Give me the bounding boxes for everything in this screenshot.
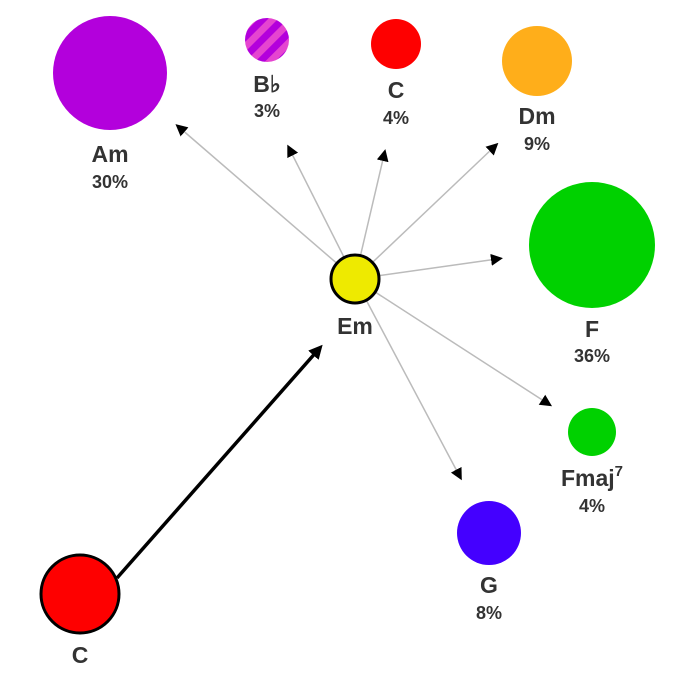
chord-probability: 36% xyxy=(574,346,610,366)
next-chord-node[interactable]: Am 30% xyxy=(53,16,167,192)
transition-arrow xyxy=(354,278,553,407)
current-chord-label: Em xyxy=(337,313,373,339)
transition-arrow xyxy=(175,124,356,280)
chord-label: Dm xyxy=(518,103,555,129)
chord-label: G xyxy=(480,572,498,598)
current-chord-node[interactable]: Em xyxy=(329,253,381,339)
chord-label: Am xyxy=(91,141,128,167)
chord-circle[interactable] xyxy=(371,19,421,69)
chord-label: C xyxy=(388,77,405,103)
next-chord-node[interactable]: F 36% xyxy=(529,182,655,366)
chord-probability: 4% xyxy=(383,108,409,128)
next-chord-node[interactable]: C 4% xyxy=(371,19,421,128)
chord-probability: 30% xyxy=(92,172,128,192)
chord-probability: 8% xyxy=(476,603,502,623)
chord-circle[interactable] xyxy=(53,16,167,130)
next-chord-node[interactable]: Fmaj7 4% xyxy=(561,408,623,516)
chord-circle[interactable] xyxy=(568,408,616,456)
chord-circle[interactable] xyxy=(457,501,521,565)
chord-circle[interactable] xyxy=(502,26,572,96)
next-chord-node[interactable]: B♭ 3% xyxy=(245,18,289,121)
chord-label: F xyxy=(585,316,599,342)
previous-chord-label: C xyxy=(72,642,89,668)
chord-probability: 4% xyxy=(579,496,605,516)
chord-circle[interactable] xyxy=(245,18,289,62)
chord-label: Fmaj7 xyxy=(561,463,623,491)
progression-arrow xyxy=(115,344,323,580)
chord-circle[interactable] xyxy=(529,182,655,308)
next-chord-node[interactable]: G 8% xyxy=(457,501,521,623)
chord-probability: 9% xyxy=(524,134,550,154)
chord-label: B♭ xyxy=(253,71,280,97)
transition-arrow xyxy=(354,142,499,280)
previous-chord-node[interactable]: C xyxy=(39,553,121,668)
next-chord-node[interactable]: Dm 9% xyxy=(502,26,572,154)
chord-probability: 3% xyxy=(254,101,280,121)
chord-extension: 7 xyxy=(615,463,623,480)
transition-arrow xyxy=(354,278,462,481)
